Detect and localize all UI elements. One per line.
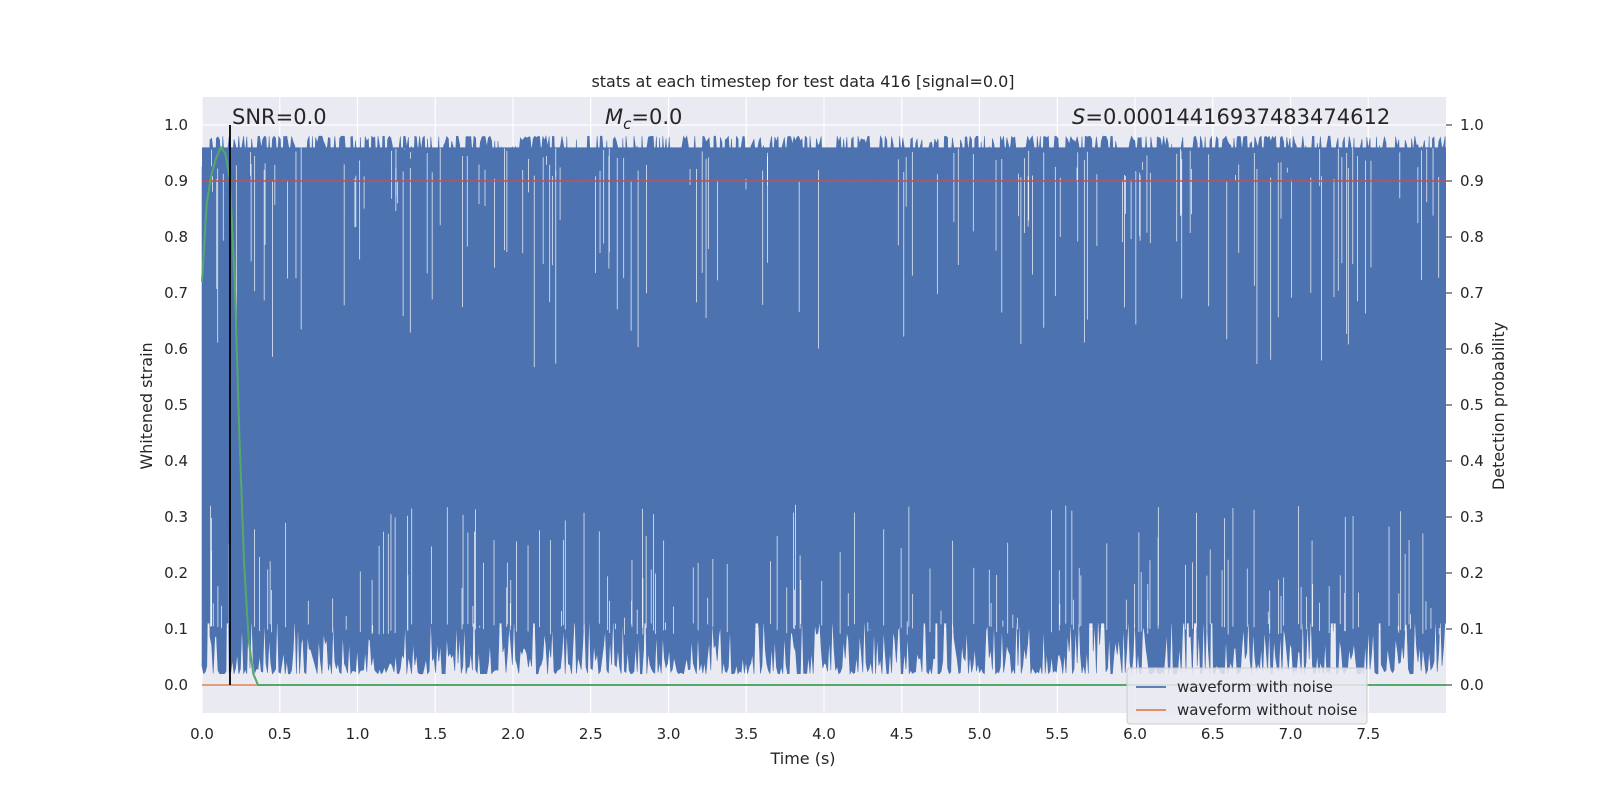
y-tick-label-right: 0.0: [1460, 676, 1484, 694]
y-tick-label-left: 0.9: [164, 172, 188, 190]
y-tick-label-right: 1.0: [1460, 116, 1484, 134]
s-annotation: S=0.00014416937483474612: [1072, 105, 1390, 129]
y-tick-label-left: 1.0: [164, 116, 188, 134]
x-tick-label: 6.0: [1123, 725, 1147, 743]
legend-label-clean: waveform without noise: [1177, 701, 1357, 719]
s-symbol: S: [1072, 105, 1085, 129]
x-tick-labels: 0.0 0.5 1.0 1.5 2.0 2.5 3.0 3.5 4.0 4.5 5.0 5.5 6.0 6…: [190, 725, 1380, 743]
x-tick-label: 1.5: [423, 725, 447, 743]
legend-box: [1126, 667, 1368, 725]
y-tick-label-left: 0.1: [164, 620, 188, 638]
x-tick-label: 5.0: [968, 725, 992, 743]
x-tick-label: 1.0: [346, 725, 370, 743]
x-tick-label: 0.0: [190, 725, 214, 743]
y-tick-label-left: 0.4: [164, 452, 188, 470]
x-tick-label: 2.5: [579, 725, 603, 743]
y-axis-label-right: Detection probability: [1489, 322, 1508, 490]
x-tick-label: 3.0: [657, 725, 681, 743]
y-tick-label-right: 0.4: [1460, 452, 1484, 470]
legend: waveform with noise waveform without noi…: [1126, 667, 1368, 725]
snr-value: 0.0: [293, 105, 326, 129]
x-tick-label: 4.5: [890, 725, 914, 743]
chart-title: stats at each timestep for test data 416…: [591, 72, 1014, 91]
y-tick-label-left: 0.0: [164, 676, 188, 694]
y-tick-label-left: 0.8: [164, 228, 188, 246]
y-tick-label-left: 0.7: [164, 284, 188, 302]
x-tick-label: 3.5: [734, 725, 758, 743]
x-tick-label: 4.0: [812, 725, 836, 743]
x-tick-label: 7.0: [1279, 725, 1303, 743]
mc-annotation: Mc=0.0: [605, 105, 682, 133]
y-tick-label-right: 0.1: [1460, 620, 1484, 638]
legend-label-noise: waveform with noise: [1177, 678, 1333, 696]
y-tick-labels-left: 0.0 0.1 0.2 0.3 0.4 0.5 0.6 0.7 0.8 0.9 1.0: [164, 116, 188, 694]
y-tick-label-right: 0.2: [1460, 564, 1484, 582]
x-tick-label: 5.5: [1045, 725, 1069, 743]
noise-waveform-series: [201, 135, 1446, 675]
y-tick-label-right: 0.8: [1460, 228, 1484, 246]
y-tick-label-right: 0.6: [1460, 340, 1484, 358]
mc-subscript: c: [623, 115, 632, 133]
x-tick-label: 0.5: [268, 725, 292, 743]
y-tick-label-right: 0.5: [1460, 396, 1484, 414]
y-tick-label-left: 0.6: [164, 340, 188, 358]
snr-annotation: SNR=0.0: [232, 105, 327, 129]
y-tick-label-left: 0.3: [164, 508, 188, 526]
detection-probability-line: [201, 145, 1446, 686]
x-tick-label: 2.0: [501, 725, 525, 743]
y-tick-label-right: 0.3: [1460, 508, 1484, 526]
y-tick-label-left: 0.2: [164, 564, 188, 582]
y-tick-label-right: 0.7: [1460, 284, 1484, 302]
y-axis-label-left: Whitened strain: [137, 342, 156, 469]
mc-value: =0.0: [631, 105, 682, 129]
s-value: =0.00014416937483474612: [1085, 105, 1390, 129]
y-tick-label-right: 0.9: [1460, 172, 1484, 190]
y-tick-label-left: 0.5: [164, 396, 188, 414]
noise-waveform-area: [201, 135, 1446, 675]
mc-symbol: M: [605, 105, 623, 129]
x-tick-label: 7.5: [1356, 725, 1380, 743]
y-tick-labels-right: 0.0 0.1 0.2 0.3 0.4 0.5 0.6 0.7 0.8 0.9 1.0: [1446, 116, 1484, 694]
x-axis-label: Time (s): [769, 749, 835, 768]
x-tick-label: 6.5: [1201, 725, 1225, 743]
snr-prefix: SNR=: [232, 105, 293, 129]
